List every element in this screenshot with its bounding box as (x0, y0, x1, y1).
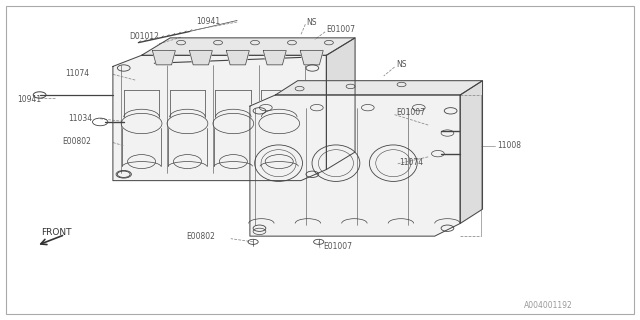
Text: NS: NS (396, 60, 406, 69)
Polygon shape (275, 81, 483, 95)
Text: FRONT: FRONT (41, 228, 72, 237)
Text: E01007: E01007 (323, 242, 352, 251)
Text: E01007: E01007 (396, 108, 425, 117)
Polygon shape (189, 51, 212, 65)
Polygon shape (326, 38, 355, 170)
Text: 11008: 11008 (497, 140, 521, 149)
Text: 11034: 11034 (68, 114, 92, 123)
Text: E00802: E00802 (186, 232, 215, 241)
Text: E00802: E00802 (62, 137, 91, 147)
Polygon shape (300, 51, 323, 65)
Polygon shape (152, 51, 175, 65)
Text: A004001192: A004001192 (524, 301, 573, 310)
Polygon shape (113, 55, 326, 180)
Polygon shape (460, 81, 483, 223)
Polygon shape (250, 95, 460, 236)
Text: 11074: 11074 (65, 69, 89, 78)
Polygon shape (263, 51, 286, 65)
Text: NS: NS (307, 18, 317, 27)
Text: 10941: 10941 (196, 17, 220, 26)
Text: 10941: 10941 (17, 95, 42, 104)
Polygon shape (141, 38, 355, 55)
Text: 11074: 11074 (399, 158, 423, 167)
Text: E01007: E01007 (326, 25, 355, 35)
Text: D01012: D01012 (129, 32, 159, 41)
Polygon shape (227, 51, 249, 65)
